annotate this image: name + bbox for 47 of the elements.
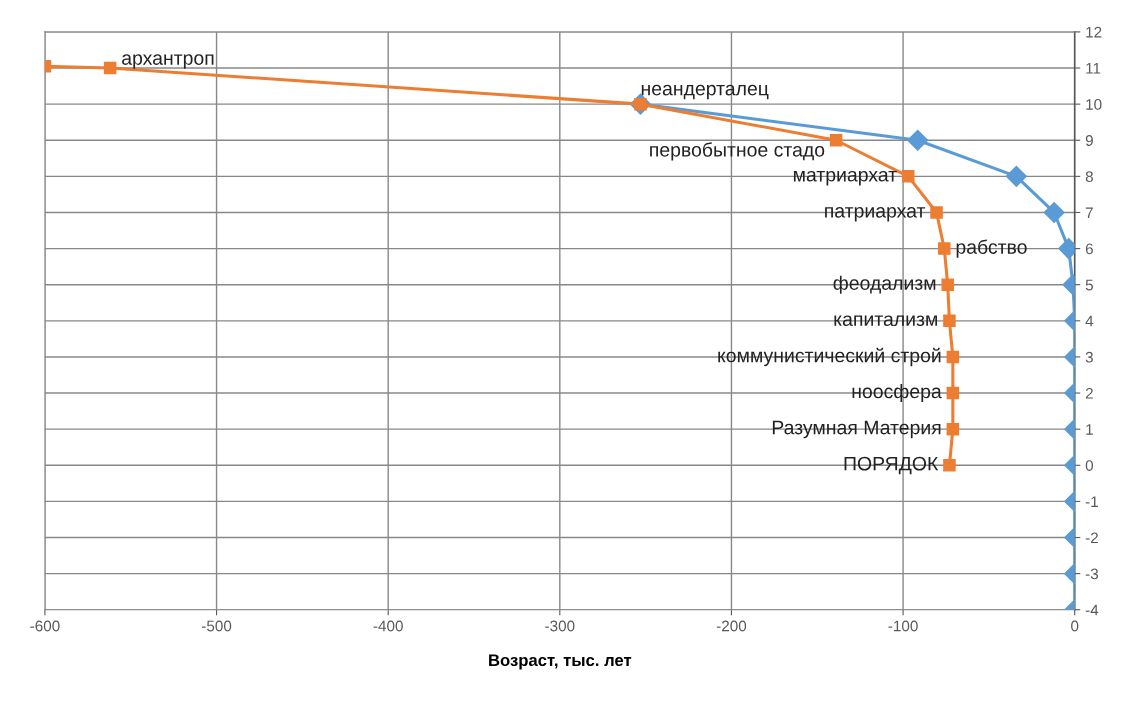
y-tick-label: 6 bbox=[1085, 243, 1093, 255]
y-tick-label: 8 bbox=[1085, 171, 1093, 183]
y-tick-label: 5 bbox=[1085, 279, 1093, 291]
x-tick-label: 0 bbox=[1071, 620, 1079, 632]
y-tick-label: 0 bbox=[1085, 460, 1094, 471]
y-tick-label: -2 bbox=[1085, 532, 1098, 544]
y-tick-label: 12 bbox=[1086, 26, 1102, 38]
x-tick-label: -600 bbox=[30, 620, 60, 632]
annotation: Разумная Материя bbox=[772, 420, 941, 439]
point bbox=[901, 170, 915, 183]
point bbox=[943, 314, 956, 328]
annotation: феодализм bbox=[833, 275, 936, 294]
annotation: матриархат bbox=[793, 170, 897, 186]
x-tick-label: -300 bbox=[545, 620, 575, 632]
point bbox=[930, 206, 943, 219]
point bbox=[946, 350, 960, 364]
y-tick-label: 4 bbox=[1085, 315, 1094, 327]
y-tick-label: 9 bbox=[1085, 135, 1093, 146]
y-tick-label: 2 bbox=[1085, 387, 1093, 399]
point bbox=[946, 386, 960, 400]
annotation: неандерталец bbox=[641, 84, 769, 100]
annotation: ПОРЯДОК bbox=[844, 456, 939, 475]
x-tick-label: -400 bbox=[373, 620, 403, 632]
point bbox=[946, 422, 960, 436]
annotation: патриархат bbox=[825, 207, 926, 222]
y-tick-label: 1 bbox=[1086, 424, 1093, 435]
y-tick-label: -3 bbox=[1085, 568, 1099, 580]
annotation: капитализм bbox=[834, 315, 937, 327]
y-tick-label: 7 bbox=[1085, 207, 1093, 219]
annotation: ноосфера bbox=[852, 383, 942, 403]
annotation: рабство bbox=[956, 239, 1027, 258]
point bbox=[829, 133, 843, 147]
y-tick-label: -1 bbox=[1085, 496, 1098, 507]
x-tick-label: -100 bbox=[888, 620, 918, 632]
y-tick-label: -4 bbox=[1085, 604, 1099, 616]
point bbox=[941, 278, 954, 291]
x-tick-label: -500 bbox=[201, 620, 232, 632]
x-axis-title: Возраст, тыс. лет bbox=[489, 654, 632, 670]
x-tick-label: -200 bbox=[716, 620, 747, 632]
y-tick-label: 10 bbox=[1086, 99, 1102, 110]
annotation: первобытное стадо bbox=[650, 142, 825, 161]
y-tick-label: 3 bbox=[1085, 351, 1093, 363]
point bbox=[938, 242, 951, 255]
annotation: коммунистический строй bbox=[718, 347, 941, 367]
annotation: архантроп bbox=[122, 54, 214, 69]
point bbox=[943, 459, 956, 472]
y-tick-label: 11 bbox=[1086, 63, 1101, 74]
